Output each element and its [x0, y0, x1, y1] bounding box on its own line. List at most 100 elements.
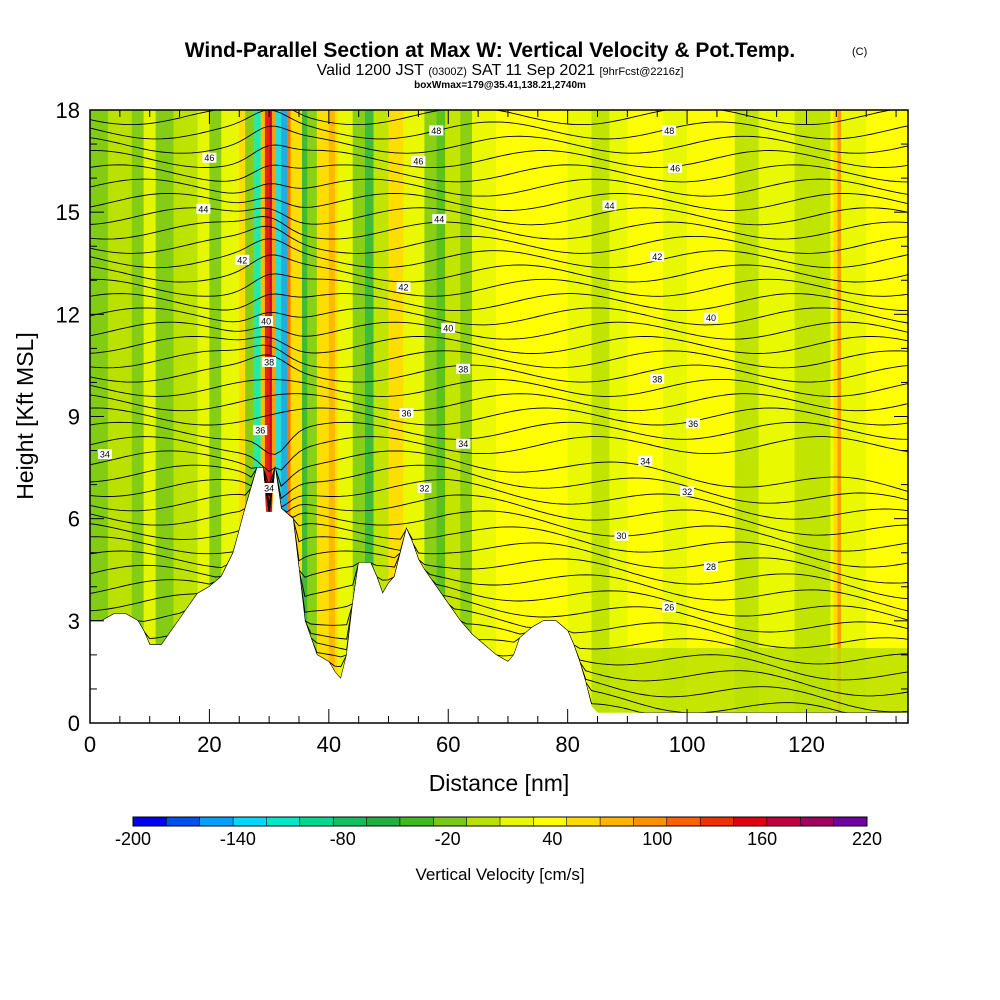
velocity-band [627, 110, 664, 723]
contour-label-text: 30 [616, 531, 626, 541]
colorbar-tick-label: 40 [542, 829, 562, 849]
velocity-band [687, 110, 735, 723]
contour-label: 36 [686, 418, 701, 429]
contour-label-text: 46 [204, 153, 214, 163]
colorbar-swatches [133, 817, 867, 826]
velocity-band [328, 110, 335, 723]
contour-label: 38 [650, 374, 665, 385]
velocity-band [842, 110, 867, 723]
velocity-band [264, 110, 272, 723]
isentrope-line [90, 336, 908, 354]
velocity-band [131, 110, 144, 723]
velocity-band [209, 110, 222, 723]
contour-label-text: 40 [706, 313, 716, 323]
isentrope-line [90, 464, 908, 504]
isentrope-line [90, 254, 908, 283]
contour-label: 48 [429, 125, 444, 136]
velocity-band [155, 110, 174, 723]
colorbar-swatch [733, 817, 768, 826]
contour-label: 46 [202, 152, 217, 163]
contour-label: 36 [399, 408, 414, 419]
contour-label-text: 48 [664, 126, 674, 136]
isentrope-line [90, 207, 908, 226]
colorbar-swatch [700, 817, 735, 826]
chart-title: Wind-Parallel Section at Max W: Vertical… [185, 39, 796, 62]
y-tick-label: 18 [56, 98, 80, 123]
colorbar-tick-label: -140 [220, 829, 256, 849]
x-tick-label: 100 [669, 732, 706, 757]
colorbar-tick-label: -80 [330, 829, 356, 849]
colorbar-tick-label: -200 [115, 829, 151, 849]
isentrope-line [90, 164, 908, 183]
colorbar-swatch [399, 817, 434, 826]
contour-label: 46 [668, 162, 683, 173]
x-tick-label: 60 [436, 732, 460, 757]
contour-label: 40 [704, 312, 718, 323]
plot-area: 3436384042444642444648403836343234484644… [56, 98, 909, 757]
velocity-band [269, 110, 273, 723]
x-axis-title: Distance [nm] [429, 770, 570, 796]
velocity-band [107, 110, 132, 723]
velocity-band [663, 110, 688, 723]
contour-label: 44 [196, 203, 211, 214]
colorbar-swatch [466, 817, 501, 826]
contour-label-text: 36 [255, 426, 265, 436]
contour-label-text: 32 [419, 484, 429, 494]
contour-label: 34 [456, 438, 471, 449]
isentrope-line [90, 110, 908, 140]
box-info: boxWmax=179@35.41,138.21,2740m [414, 80, 586, 91]
contour-label-text: 44 [198, 204, 208, 214]
colorbar-swatch [233, 817, 267, 826]
velocity-band [837, 110, 842, 723]
isentrope-line [90, 467, 908, 584]
isentrope-line [90, 407, 908, 426]
contour-label: 34 [638, 455, 653, 466]
isentrope-line [90, 125, 908, 154]
isentrope-line [90, 393, 908, 412]
x-tick-label: 80 [555, 732, 579, 757]
velocity-band [833, 110, 840, 723]
contour-label: 30 [614, 530, 629, 541]
contour-label-text: 34 [640, 456, 650, 466]
contour-label-text: 44 [604, 201, 614, 211]
velocity-band [290, 110, 302, 723]
contour-label-text: 38 [652, 375, 662, 385]
velocity-band [734, 110, 759, 723]
isentrope-line [90, 238, 908, 269]
subtitle-valid: Valid 1200 JST [317, 62, 425, 79]
y-tick-label: 6 [68, 507, 80, 532]
colorbar-swatch [199, 817, 234, 826]
isentrope-line [90, 467, 908, 552]
isentrope-line [90, 307, 908, 326]
isentrope-line [90, 467, 908, 612]
velocity-band [567, 110, 592, 723]
colorbar-swatch [433, 817, 468, 826]
contour-label: 32 [417, 483, 432, 494]
isentrope-line [90, 144, 908, 169]
x-tick-label: 40 [317, 732, 341, 757]
colorbar-swatch [833, 817, 867, 826]
y-tick-label: 15 [56, 200, 80, 225]
isentrope-line [90, 273, 908, 297]
contour-label-text: 46 [413, 157, 423, 167]
contour-label-text: 38 [458, 364, 468, 374]
velocity-band [424, 110, 437, 723]
velocity-band [794, 110, 831, 723]
colorbar-swatch [633, 817, 668, 826]
colorbar-ticks: -200 -140 -80 -20 40 100 160 220 [115, 829, 882, 849]
velocity-band [445, 110, 461, 723]
y-axis-title: Height [Kft MSL] [12, 332, 38, 499]
colorbar-swatch [566, 817, 601, 826]
contour-label: 40 [441, 323, 456, 334]
contour-label: 28 [704, 561, 718, 572]
y-tick-label: 0 [68, 711, 80, 736]
colorbar-tick-label: 100 [642, 829, 672, 849]
contour-labels: 34 36 38 40 42 44 46 42 44 46 48 40 38 36 34 32 34 48 46 44… [97, 125, 718, 613]
contour-label: 40 [259, 316, 274, 327]
y-tick-label: 9 [68, 405, 80, 430]
isentrope-line [90, 378, 908, 397]
chart-title-tag: (C) [852, 46, 867, 58]
contour-label-text: 40 [261, 317, 271, 327]
contour-label-text: 42 [652, 252, 662, 262]
